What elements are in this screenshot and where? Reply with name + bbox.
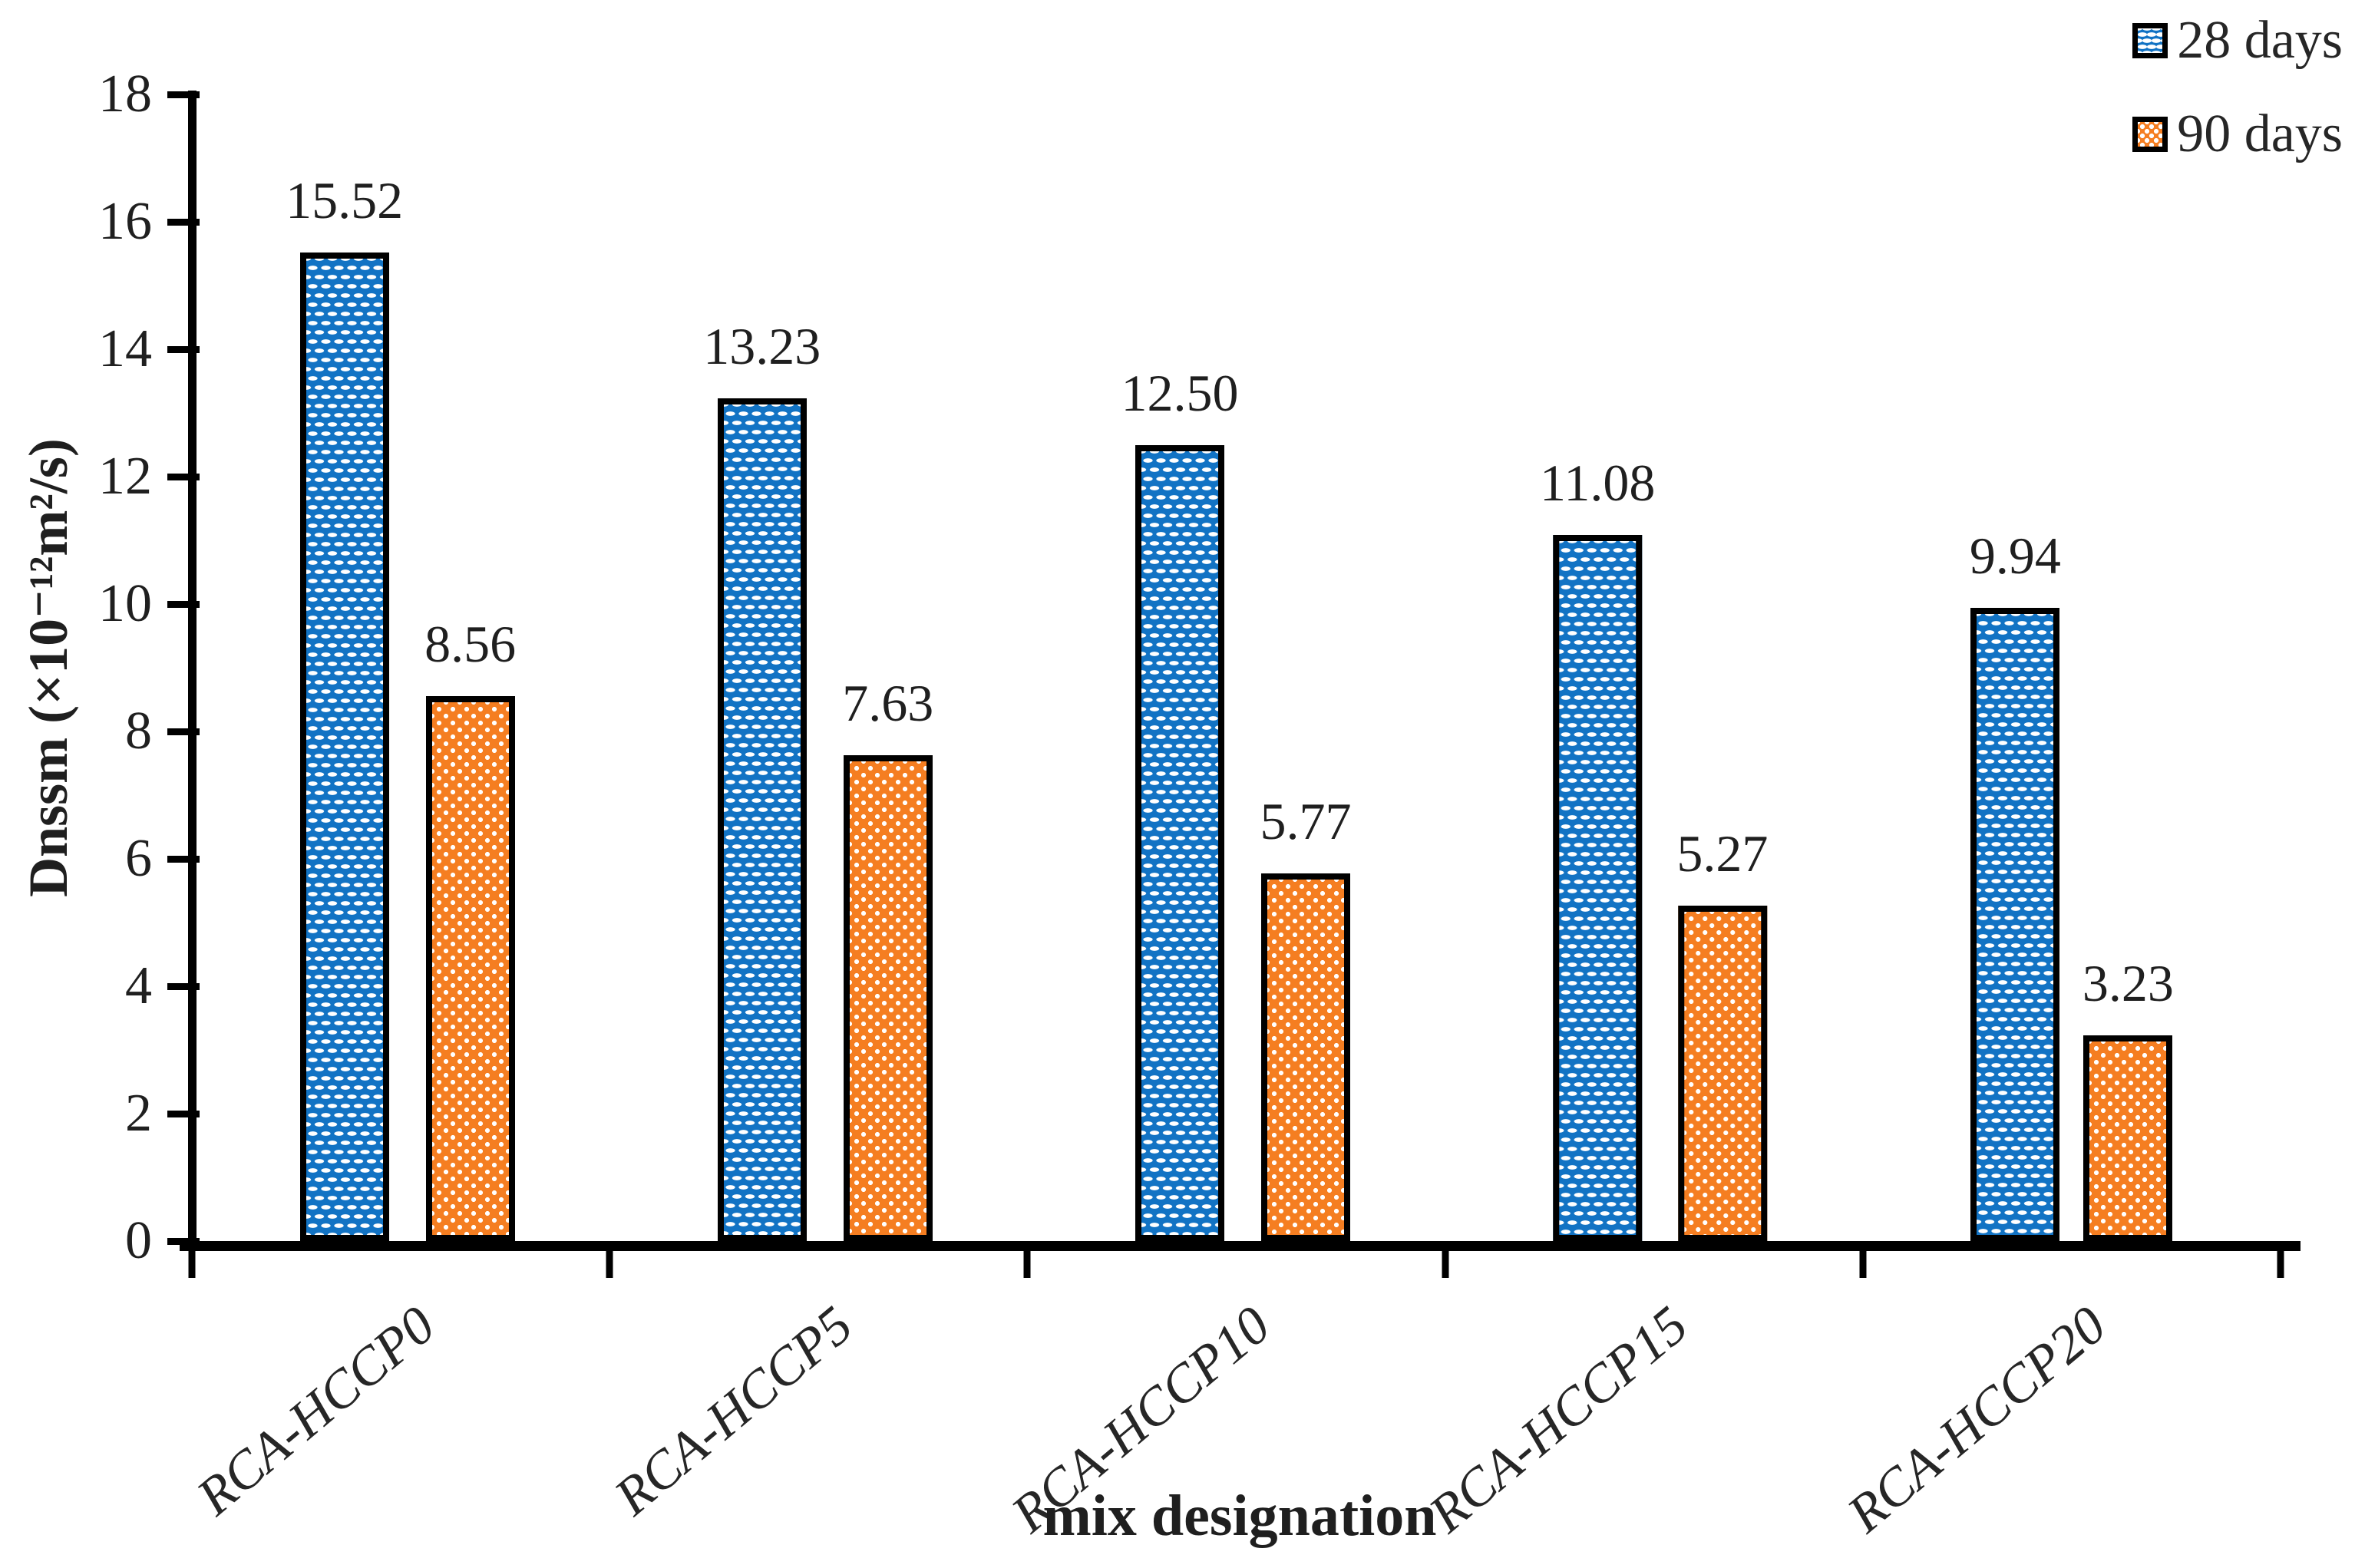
y-tick	[167, 600, 200, 608]
bar-28days-RCA-HCCP0	[299, 252, 389, 1241]
y-axis-title: Dnssm (×10⁻¹²m²/s)	[18, 438, 79, 897]
bar-wrap: 13.23	[703, 94, 821, 1241]
y-tick-label: 10	[98, 574, 152, 633]
value-label: 15.52	[286, 170, 404, 229]
bar-group-RCA-HCCP10: 12.50 5.77	[1121, 94, 1352, 1241]
x-axis-line	[180, 1241, 2301, 1251]
y-tick	[167, 855, 200, 863]
bar-90days-RCA-HCCP5	[843, 754, 933, 1241]
bar-wrap: 3.23	[2083, 94, 2174, 1241]
legend-marker-icon	[2132, 117, 2168, 152]
bar-90days-RCA-HCCP0	[425, 695, 515, 1241]
y-tick-label: 4	[125, 956, 152, 1015]
bar-group-RCA-HCCP5: 13.23 7.63	[703, 94, 933, 1241]
x-axis-title: mix designation	[1042, 1484, 1437, 1548]
x-tick	[1442, 1249, 1449, 1278]
bar-wrap: 5.77	[1260, 94, 1352, 1241]
legend-label: 28 days	[2177, 11, 2343, 70]
value-label: 5.77	[1260, 792, 1352, 851]
bar-wrap: 8.56	[424, 94, 516, 1241]
bar-wrap: 15.52	[286, 94, 403, 1241]
value-label: 9.94	[1969, 526, 2061, 585]
y-tick	[167, 728, 200, 735]
y-tick-label: 12	[98, 447, 152, 506]
value-label: 3.23	[2082, 953, 2174, 1012]
bar-28days-RCA-HCCP5	[717, 398, 807, 1241]
x-tick	[1859, 1249, 1867, 1278]
x-tick	[606, 1249, 613, 1278]
bar-group-RCA-HCCP20: 9.94 3.23	[1970, 94, 2174, 1241]
bar-90days-RCA-HCCP15	[1677, 905, 1767, 1241]
x-category-label: RCA-HCCP15	[1419, 1295, 1699, 1544]
value-label: 11.08	[1539, 454, 1656, 513]
bar-wrap: 5.27	[1676, 94, 1768, 1241]
y-tick-label: 2	[125, 1084, 152, 1143]
y-tick-label: 6	[125, 829, 152, 888]
y-tick	[167, 982, 200, 990]
bar-28days-RCA-HCCP20	[1970, 607, 2060, 1241]
y-tick	[167, 91, 200, 98]
legend: 28 days 90 days	[2132, 14, 2343, 161]
x-category-label: RCA-HCCP0	[186, 1295, 447, 1527]
bar-28days-RCA-HCCP10	[1135, 444, 1224, 1241]
plot-area: 0 2 4 6 8 10 12 14 16 18 15.52 8.56 RCA-HCCP0 13.23 7.…	[98, 68, 2301, 1544]
value-label: 8.56	[424, 614, 517, 673]
y-tick-label: 16	[98, 192, 152, 251]
bar-90days-RCA-HCCP20	[2083, 1035, 2173, 1241]
bar-group-RCA-HCCP0: 15.52 8.56	[286, 94, 516, 1241]
bar-wrap: 12.50	[1121, 94, 1239, 1241]
y-tick-label: 18	[98, 64, 152, 124]
value-label: 7.63	[842, 673, 934, 732]
bar-28days-RCA-HCCP15	[1553, 535, 1643, 1241]
y-tick	[167, 1110, 200, 1117]
x-category-label: RCA-HCCP20	[1836, 1295, 2117, 1544]
bar-90days-RCA-HCCP10	[1261, 873, 1350, 1241]
bar-group-RCA-HCCP15: 11.08 5.27	[1540, 94, 1768, 1241]
y-tick	[167, 473, 200, 480]
x-tick	[1023, 1249, 1031, 1278]
x-tick	[188, 1249, 196, 1278]
value-label: 12.50	[1121, 363, 1239, 422]
y-tick	[167, 345, 200, 353]
legend-label: 90 days	[2177, 104, 2343, 163]
legend-item-28days: 28 days	[2132, 14, 2343, 68]
legend-marker-icon	[2132, 23, 2168, 58]
y-tick	[167, 1237, 200, 1245]
bar-wrap: 7.63	[842, 94, 933, 1241]
bar-wrap: 9.94	[1970, 94, 2061, 1241]
x-category-label: RCA-HCCP5	[603, 1295, 864, 1527]
bar-wrap: 11.08	[1540, 94, 1655, 1241]
value-label: 13.23	[703, 316, 821, 375]
legend-item-90days: 90 days	[2132, 107, 2343, 161]
y-axis-line	[188, 91, 197, 1251]
y-tick-label: 0	[125, 1211, 152, 1270]
value-label: 5.27	[1676, 824, 1769, 883]
y-tick	[167, 218, 200, 226]
y-tick-label: 8	[125, 701, 152, 761]
y-tick-label: 14	[98, 319, 152, 378]
x-tick	[2277, 1249, 2284, 1278]
